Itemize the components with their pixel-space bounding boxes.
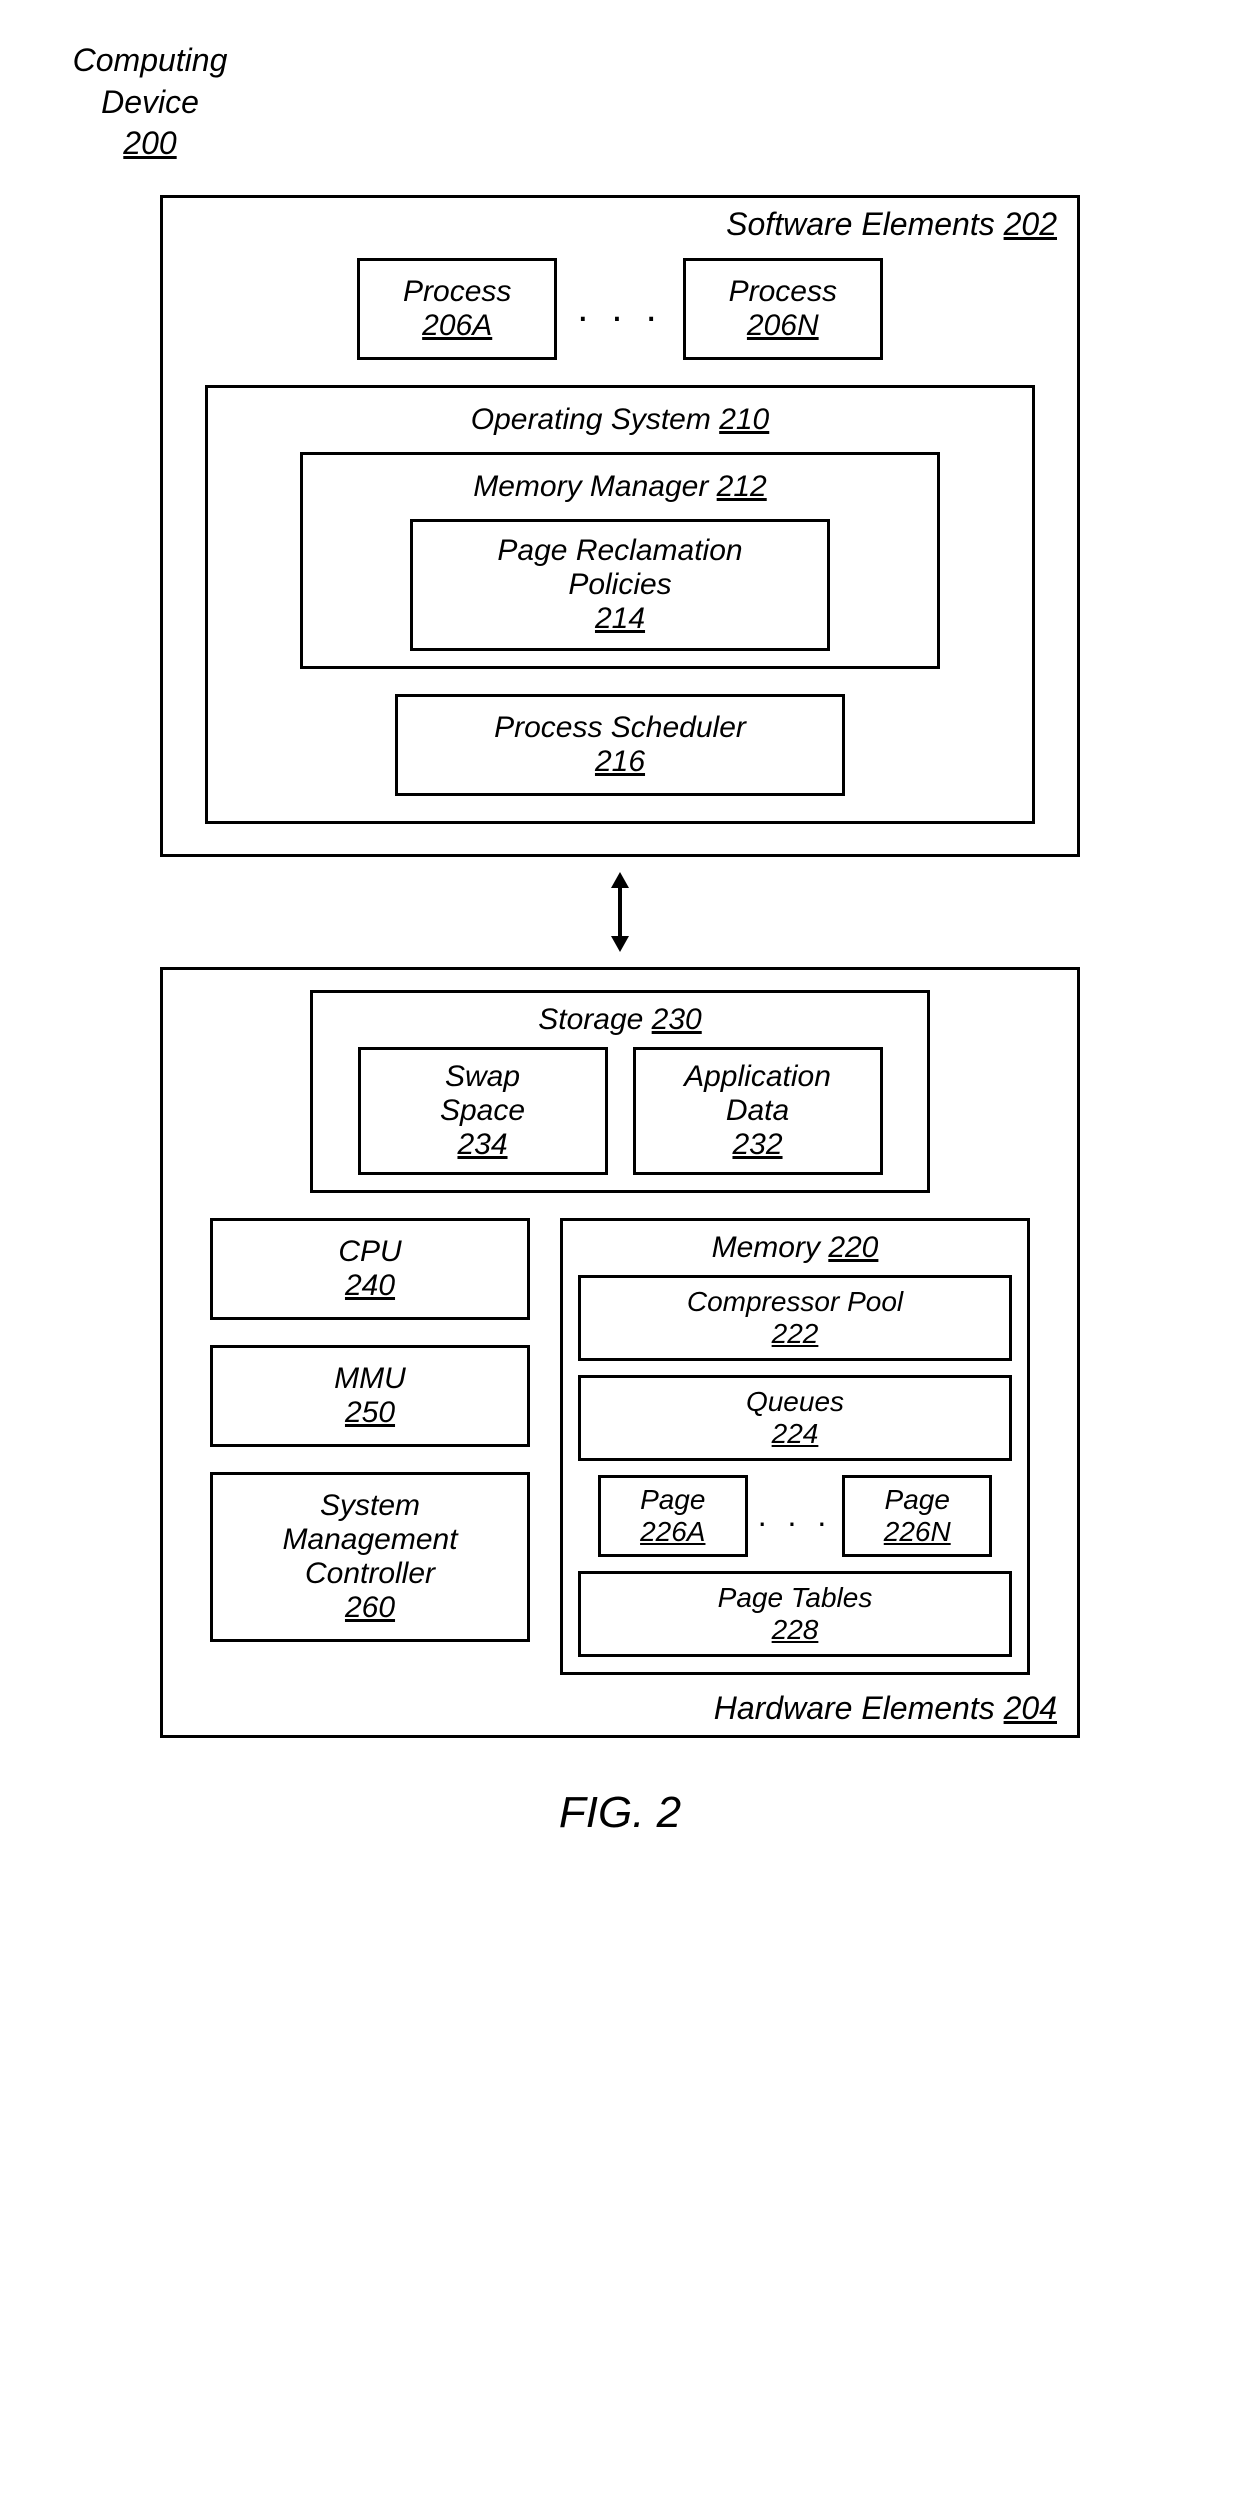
storage-title: Storage 230 — [328, 1003, 912, 1037]
hardware-elements-box: Storage 230 Swap Space 234 Application D… — [160, 967, 1080, 1738]
os-title: Operating System 210 — [228, 403, 1012, 437]
hardware-title: Hardware Elements 204 — [163, 1675, 1077, 1735]
process-row: Process 206A . . . Process 206N — [163, 258, 1077, 360]
scheduler-box: Process Scheduler 216 — [395, 694, 845, 796]
compressor-box: Compressor Pool 222 — [578, 1275, 1012, 1361]
computing-device-ref: 200 — [123, 125, 176, 161]
page-tables-box: Page Tables 228 — [578, 1571, 1012, 1657]
process-ellipsis: . . . — [577, 286, 663, 331]
pages-row: Page 226A . . . Page 226N — [578, 1475, 1012, 1557]
computing-device-title: Computing Device 200 — [40, 40, 260, 165]
software-title: Software Elements 202 — [163, 198, 1077, 258]
memory-manager-title: Memory Manager 212 — [318, 470, 922, 504]
page-n-box: Page 226N — [842, 1475, 992, 1557]
cpu-box: CPU 240 — [210, 1218, 530, 1320]
smc-box: System Management Controller 260 — [210, 1472, 530, 1642]
appdata-box: Application Data 232 — [633, 1047, 883, 1175]
connector-arrow — [40, 872, 1200, 952]
memory-manager-box: Memory Manager 212 Page Reclamation Poli… — [300, 452, 940, 669]
software-elements-box: Software Elements 202 Process 206A . . .… — [160, 195, 1080, 857]
double-arrow-icon — [605, 872, 635, 952]
memory-title: Memory 220 — [578, 1231, 1012, 1265]
swap-box: Swap Space 234 — [358, 1047, 608, 1175]
memory-box: Memory 220 Compressor Pool 222 Queues 22… — [560, 1218, 1030, 1675]
storage-box: Storage 230 Swap Space 234 Application D… — [310, 990, 930, 1193]
mmu-box: MMU 250 — [210, 1345, 530, 1447]
figure-caption: FIG. 2 — [40, 1788, 1200, 1838]
process-a-box: Process 206A — [357, 258, 557, 360]
computing-device-label: Computing Device — [40, 40, 260, 123]
hw-left-column: CPU 240 MMU 250 System Management Contro… — [210, 1218, 530, 1642]
policies-box: Page Reclamation Policies 214 — [410, 519, 830, 651]
os-box: Operating System 210 Memory Manager 212 … — [205, 385, 1035, 824]
page-ellipsis: . . . — [758, 1497, 832, 1534]
process-n-box: Process 206N — [683, 258, 883, 360]
page-a-box: Page 226A — [598, 1475, 748, 1557]
queues-box: Queues 224 — [578, 1375, 1012, 1461]
